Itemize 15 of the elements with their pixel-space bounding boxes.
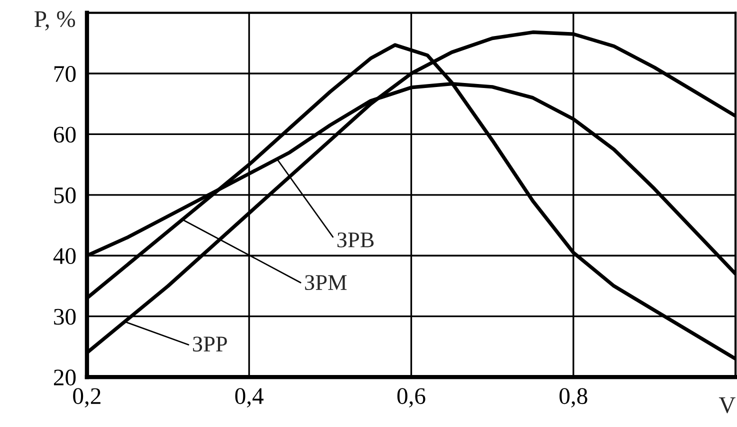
x-axis-title: V bbox=[718, 397, 736, 414]
x-tick-label: 0,4 bbox=[235, 388, 264, 408]
y-tick-label: 50 bbox=[54, 187, 76, 204]
annotation: ЗРМ bbox=[305, 275, 347, 290]
annotation: ЗРР bbox=[193, 336, 227, 352]
y-tick-label: 40 bbox=[53, 248, 76, 264]
y-axis-title: P, % bbox=[34, 11, 76, 30]
annotation: ЗРВ bbox=[337, 232, 374, 248]
y-tick-label: 70 bbox=[54, 66, 76, 82]
y-tick-label: 20 bbox=[54, 370, 76, 386]
y-tick-label: 60 bbox=[54, 126, 76, 143]
y-tick-label: 30 bbox=[54, 308, 76, 325]
x-tick-label: 0,8 bbox=[560, 388, 588, 408]
x-tick-label: 0,6 bbox=[397, 388, 426, 408]
x-tick-label: 0,2 bbox=[73, 388, 100, 408]
